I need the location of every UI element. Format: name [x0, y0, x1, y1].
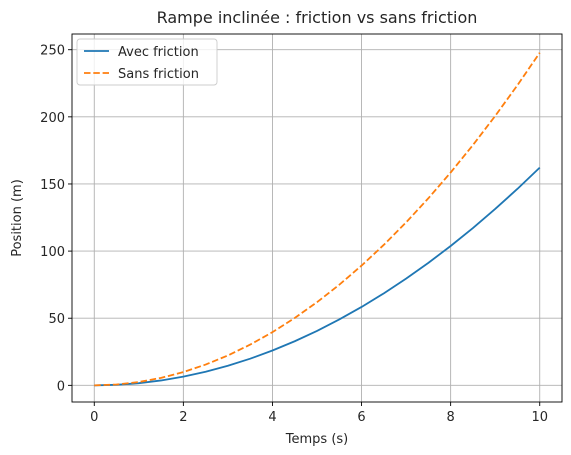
x-tick-label: 10 [531, 410, 548, 425]
legend-box [76, 38, 218, 86]
y-tick-label: 250 [40, 44, 65, 59]
x-axis-label: Temps (s) [285, 432, 348, 447]
x-tick-label: 4 [268, 410, 276, 425]
y-tick-label: 50 [48, 312, 65, 327]
y-tick-label: 150 [40, 178, 65, 193]
legend-label: Sans friction [118, 67, 199, 82]
x-axis-ticks: 0 2 4 6 8 10 [90, 402, 548, 425]
grid [72, 34, 562, 402]
x-tick-label: 2 [179, 410, 187, 425]
series-line-sans-friction [94, 52, 541, 387]
y-axis-ticks: 0 50 100 150 200 250 [40, 44, 72, 394]
legend-label: Avec friction [118, 45, 199, 60]
y-axis-label: Position (m) [10, 179, 25, 257]
x-tick-label: 6 [357, 410, 365, 425]
x-tick-label: 0 [90, 410, 98, 425]
series-lines [94, 52, 541, 387]
y-tick-label: 200 [40, 111, 65, 126]
y-tick-label: 100 [40, 245, 65, 260]
chart-title: Rampe inclinée : friction vs sans fricti… [157, 8, 478, 27]
x-tick-label: 8 [446, 410, 454, 425]
plot-frame [71, 33, 563, 403]
y-tick-label: 0 [57, 379, 65, 394]
series-line-avec-friction [94, 166, 541, 387]
legend: Avec friction Sans friction [76, 38, 218, 86]
